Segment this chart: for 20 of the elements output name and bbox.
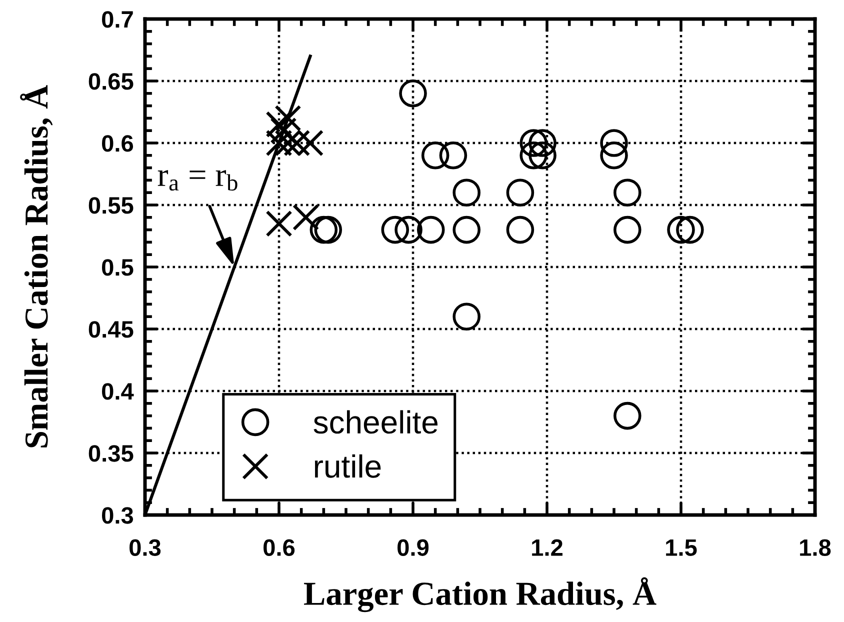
y-axis-title: Smaller Cation Radius, Å xyxy=(20,85,53,448)
x-tick-label: 1.5 xyxy=(666,539,697,556)
x-tick-label: 1.2 xyxy=(532,539,562,556)
y-tick-label: 0.45 xyxy=(88,321,134,338)
y-tick-label: 0.35 xyxy=(88,445,134,462)
y-tick-label: 0.5 xyxy=(102,259,134,276)
legend-label: scheelite xyxy=(314,410,438,434)
annotation: r$_{a}$ = r$_{b}$ xyxy=(158,170,238,191)
y-tick-label: 0.65 xyxy=(88,73,134,90)
legend-label: rutile xyxy=(314,454,381,478)
x-tick-label: 0.3 xyxy=(130,539,161,556)
y-tick-label: 0.4 xyxy=(102,383,134,400)
x-tick-label: 0.9 xyxy=(398,539,429,556)
x-tick-label: 1.8 xyxy=(800,539,831,556)
x-axis-title: Larger Cation Radius, Å xyxy=(304,577,656,612)
y-tick-label: 0.55 xyxy=(88,197,134,214)
x-tick-label: 0.6 xyxy=(264,539,295,556)
y-tick-label: 0.7 xyxy=(102,11,133,28)
y-tick-label: 0.3 xyxy=(102,507,134,524)
y-tick-label: 0.6 xyxy=(102,135,134,152)
